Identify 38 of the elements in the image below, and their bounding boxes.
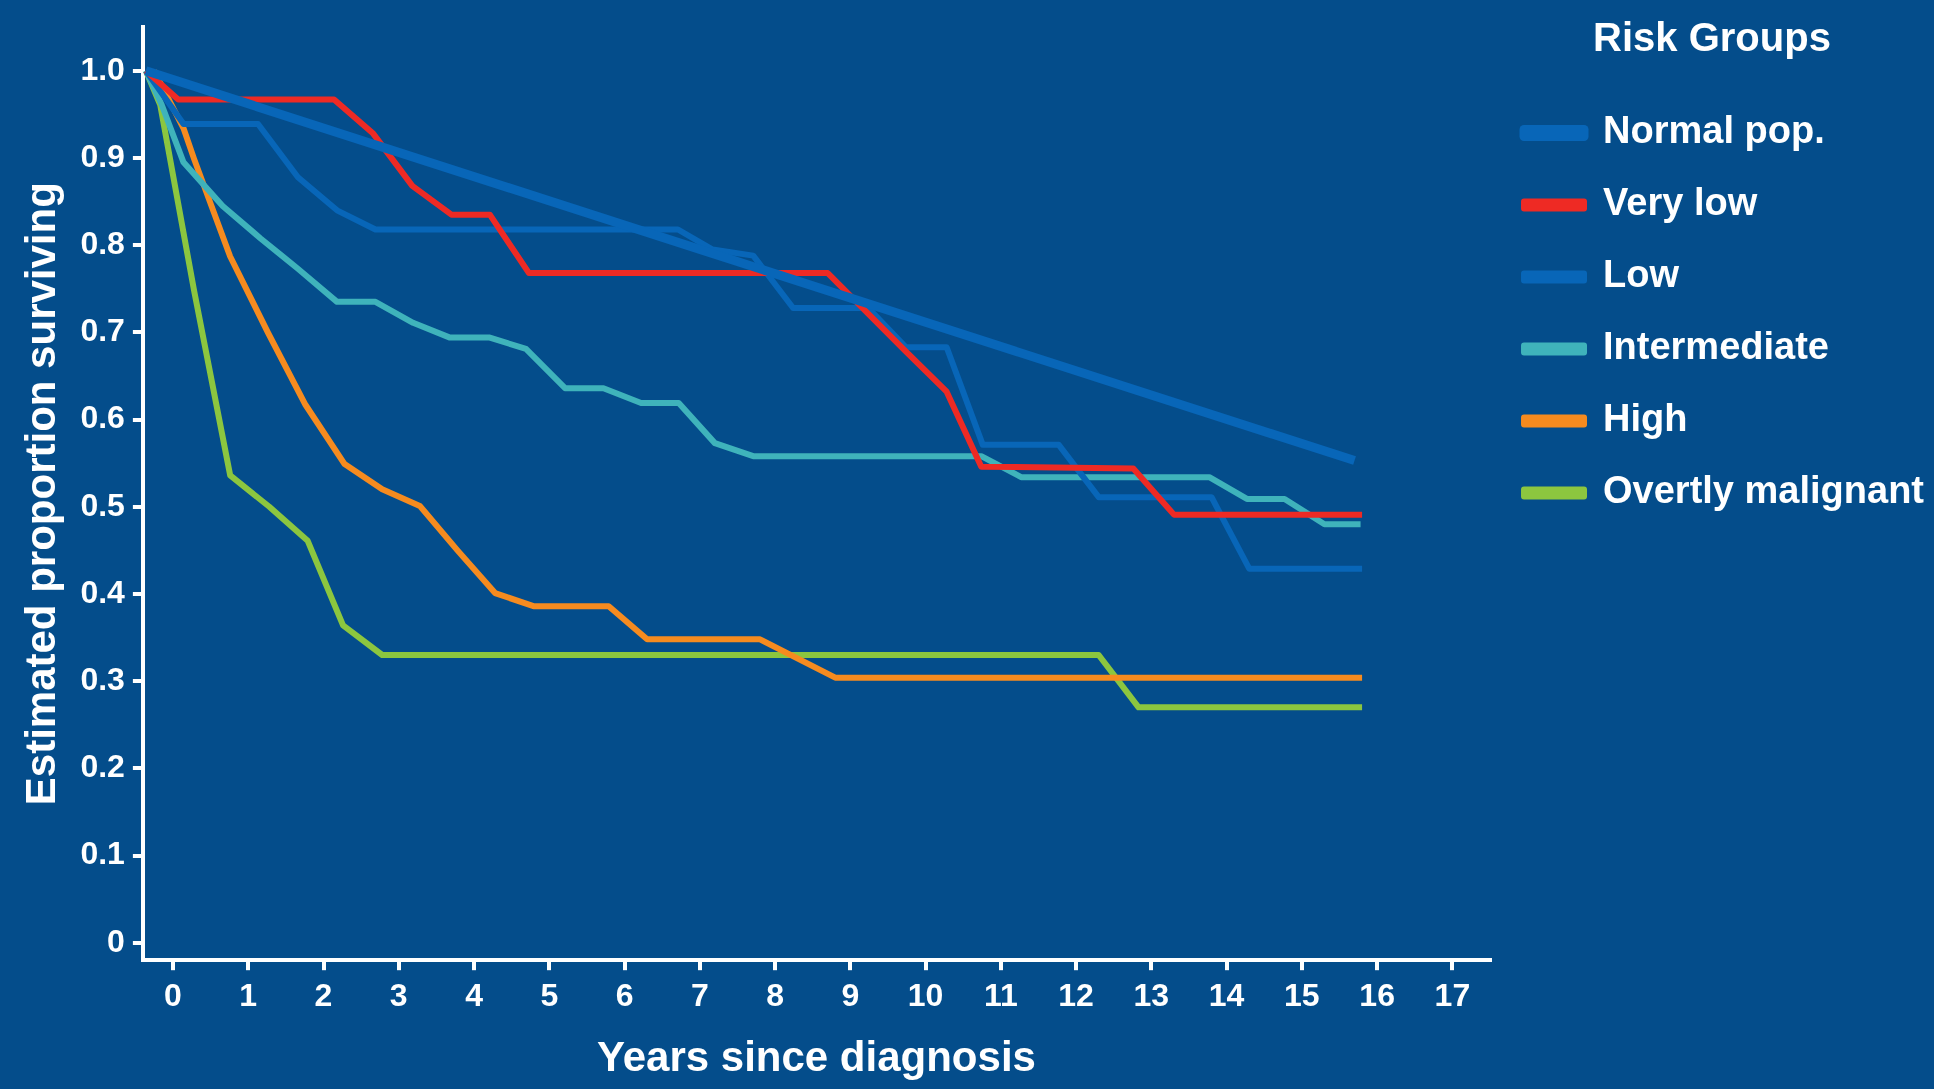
- x-axis-title: Years since diagnosis: [597, 1033, 1036, 1081]
- y-tick-label: 0.9: [80, 137, 125, 174]
- x-tick-label: 11: [983, 977, 1018, 1014]
- y-tick-label: 0.5: [80, 486, 125, 523]
- x-tick-label: 13: [1133, 977, 1170, 1014]
- x-tick-label: 5: [540, 977, 559, 1014]
- y-tick-label: 0.3: [80, 661, 125, 697]
- x-tick-label: 4: [465, 977, 484, 1014]
- x-tick-label: 10: [907, 977, 944, 1014]
- x-tick-label: 3: [389, 977, 408, 1014]
- legend-label: Overtly malignant: [1603, 469, 1925, 512]
- y-tick-label: 0.6: [80, 399, 125, 436]
- legend-label: Intermediate: [1603, 325, 1829, 368]
- x-tick-label: 12: [1058, 977, 1094, 1014]
- legend-label: Very low: [1603, 181, 1758, 224]
- y-tick-label: 0.2: [80, 748, 125, 785]
- legend-label: Normal pop.: [1603, 109, 1825, 152]
- legend-title: Risk Groups: [1593, 15, 1831, 60]
- y-tick-label: 0: [107, 922, 125, 959]
- x-tick-label: 0: [164, 977, 182, 1014]
- x-tick-label: 1: [239, 977, 258, 1014]
- y-tick-label: 0.7: [80, 312, 125, 349]
- y-tick-label: 0.4: [80, 573, 126, 610]
- x-tick-label: 8: [766, 977, 784, 1014]
- legend-label: High: [1603, 397, 1688, 440]
- x-tick-label: 9: [841, 977, 860, 1014]
- x-tick-label: 16: [1359, 977, 1395, 1014]
- x-tick-label: 7: [690, 977, 709, 1014]
- legend-label: Low: [1603, 253, 1680, 296]
- x-tick-label: 14: [1208, 977, 1245, 1014]
- x-tick-label: 6: [615, 977, 634, 1014]
- y-axis-title: Estimated proportion surviving: [16, 182, 64, 806]
- x-tick-label: 17: [1434, 977, 1471, 1014]
- x-tick-label: 15: [1284, 977, 1320, 1014]
- y-tick-label: 0.8: [80, 225, 125, 262]
- y-tick-label: 1.0: [80, 50, 125, 87]
- x-tick-label: 2: [314, 977, 333, 1014]
- y-tick-label: 0.1: [80, 835, 125, 872]
